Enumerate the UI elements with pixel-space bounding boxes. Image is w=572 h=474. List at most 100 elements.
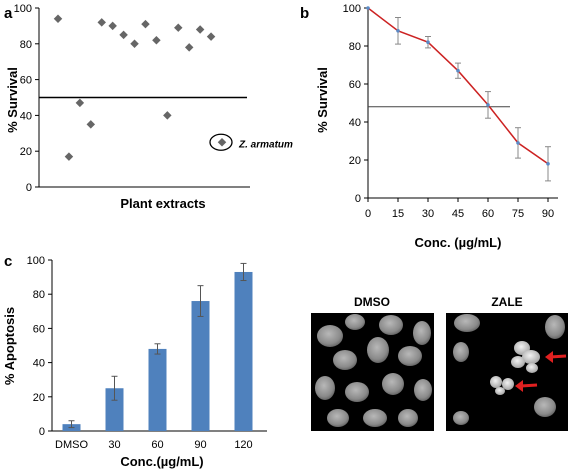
nucleus xyxy=(453,342,469,362)
apoptotic-fragment xyxy=(511,356,525,368)
apoptotic-fragment xyxy=(495,387,505,395)
nucleus xyxy=(545,315,565,339)
panel-a-data-point xyxy=(195,25,205,34)
panel-b-x-axis-title: Conc. (µg/mL) xyxy=(415,235,502,250)
micrograph-zale: ZALE xyxy=(446,295,568,431)
panel-b-y-tick-label: 0 xyxy=(355,193,361,205)
apoptotic-fragment xyxy=(490,376,502,388)
panel-b-x-tick-label: 75 xyxy=(512,208,524,220)
micrograph-zale-nuclei xyxy=(453,314,565,425)
panel-a-data-point xyxy=(184,43,194,52)
panel-b-data-point xyxy=(546,162,550,166)
apoptotic-fragment xyxy=(526,363,538,373)
apoptotic-fragment xyxy=(502,378,514,390)
panel-letter-c: c xyxy=(4,253,12,270)
panel-b-x-tick-label: 90 xyxy=(542,208,554,220)
panel-c-y-tick-label: 0 xyxy=(39,426,45,438)
panel-b-x-tick-label: 60 xyxy=(482,208,494,220)
panel-letter-b: b xyxy=(300,5,309,22)
panel-c-x-axis-title: Conc.(µg/mL) xyxy=(120,454,203,469)
panel-b-x-tick-label: 30 xyxy=(422,208,434,220)
panel-c-x-tick-label: 30 xyxy=(108,439,120,451)
nucleus xyxy=(367,337,389,363)
nucleus xyxy=(363,409,387,427)
panel-c-bar-chart: % Apoptosis Conc.(µg/mL) 0 20 40 60 80 100 DMS… xyxy=(2,255,267,469)
apoptotic-fragment xyxy=(522,350,540,364)
panel-a-data-point xyxy=(75,98,85,108)
micrograph-zale-label: ZALE xyxy=(491,295,522,309)
panel-c-y-tick-label: 40 xyxy=(33,358,45,370)
nucleus xyxy=(345,382,369,402)
micrograph-dmso: DMSO xyxy=(311,295,434,431)
panel-c-bar xyxy=(191,301,210,431)
nucleus xyxy=(315,376,335,400)
panel-a-y-tick-label: 40 xyxy=(20,110,32,122)
panel-b-line-chart: % Survival Conc. (µg/mL) 0 20 40 60 80 100 0 15… xyxy=(315,3,558,250)
panel-b-x-tick-label: 45 xyxy=(452,208,464,220)
panel-a-y-tick-label: 20 xyxy=(20,146,32,158)
panel-b-data-point xyxy=(516,141,520,145)
panel-a-data-point xyxy=(108,21,117,31)
nucleus xyxy=(398,409,418,427)
panel-a-data-point xyxy=(217,138,227,147)
micrograph-dmso-nuclei xyxy=(315,314,432,427)
panel-b-y-tick-label: 80 xyxy=(349,41,361,53)
panel-c-bar xyxy=(234,271,253,431)
panel-a-x-axis-title: Plant extracts xyxy=(120,196,205,211)
nucleus xyxy=(333,350,357,370)
panel-a-data-point xyxy=(152,35,161,45)
panel-b-data-point xyxy=(366,6,370,10)
red-arrow-icon xyxy=(515,380,538,392)
panel-c-bar xyxy=(148,348,167,431)
panel-c-x-tick-label: 120 xyxy=(234,439,252,451)
panel-a-data-point xyxy=(130,39,139,49)
panel-b-y-tick-label: 40 xyxy=(349,117,361,129)
nucleus xyxy=(379,315,403,335)
panel-b-y-axis-title: % Survival xyxy=(315,67,330,133)
panel-c-x-tick-label: 60 xyxy=(151,439,163,451)
panel-b-data-point xyxy=(456,68,460,73)
nucleus xyxy=(413,321,431,345)
panel-a-data-point xyxy=(206,32,216,41)
panel-a-data-point xyxy=(64,152,74,161)
nucleus xyxy=(317,325,343,347)
panel-a-y-tick-label: 0 xyxy=(26,182,32,194)
panel-letter-a: a xyxy=(4,5,13,22)
panel-c-y-tick-label: 20 xyxy=(33,392,45,404)
panel-a-data-point xyxy=(119,30,128,40)
panel-a-data-point xyxy=(174,23,183,32)
panel-c-x-tick-label: DMSO xyxy=(55,439,88,451)
panel-c-bar xyxy=(105,388,124,431)
panel-b-x-tick-label: 15 xyxy=(392,208,404,220)
panel-a-data-point xyxy=(86,120,96,129)
micrograph-dmso-label: DMSO xyxy=(354,295,390,309)
nucleus xyxy=(345,314,365,330)
panel-b-y-tick-label: 60 xyxy=(349,79,361,91)
panel-a-data-point xyxy=(141,19,150,29)
panel-a-annotation: Z. armatum xyxy=(238,139,293,150)
panel-a-data-point xyxy=(53,14,63,23)
panel-a-data-point xyxy=(97,18,106,27)
panel-a-y-tick-label: 60 xyxy=(20,75,32,87)
panel-a-y-axis-title: % Survival xyxy=(5,67,20,133)
panel-c-y-tick-label: 100 xyxy=(27,255,45,267)
panel-c-y-tick-label: 60 xyxy=(33,323,45,335)
panel-a-y-tick-label: 100 xyxy=(14,3,32,15)
nucleus xyxy=(453,411,469,425)
panel-b-data-point xyxy=(486,103,490,107)
panel-c-y-axis-title: % Apoptosis xyxy=(2,307,17,385)
panel-a-scatter-chart: % Survival Plant extracts 0 20 40 60 80 100 Z.… xyxy=(5,3,293,211)
panel-c-x-tick-label: 90 xyxy=(194,439,206,451)
panel-b-series-line xyxy=(367,7,549,165)
panel-a-data-point xyxy=(163,111,172,120)
panel-b-data-point xyxy=(426,40,430,44)
nucleus xyxy=(534,397,556,417)
nucleus xyxy=(382,373,404,395)
nucleus xyxy=(398,346,422,366)
nucleus xyxy=(327,409,349,427)
panel-b-data-point xyxy=(396,29,400,33)
panel-b-x-tick-label: 0 xyxy=(365,208,371,220)
nucleus xyxy=(454,314,480,332)
panel-c-y-tick-label: 80 xyxy=(33,289,45,301)
